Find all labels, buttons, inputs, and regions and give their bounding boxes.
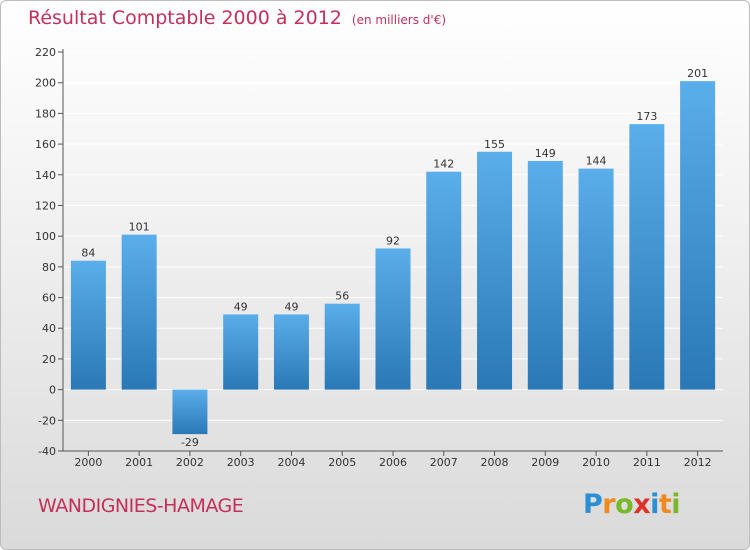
title-main: Résultat Comptable 2000 à 2012 — [28, 7, 342, 29]
proxiti-logo: Proxiti — [583, 489, 681, 520]
data-label: 201 — [687, 67, 708, 80]
x-axis-labels: 2000 2001 2002 2003 2004 2005 2006 2007 2008 2009… — [74, 451, 712, 469]
data-label: 101 — [129, 221, 150, 234]
data-label: 84 — [81, 247, 95, 260]
y-tick-label: -40 — [38, 445, 56, 458]
data-label: -29 — [181, 436, 199, 449]
x-tick-label: 2006 — [379, 456, 407, 469]
bar — [273, 314, 309, 390]
x-tick-label: 2002 — [176, 456, 204, 469]
logo-letter: i — [671, 489, 681, 520]
x-tick-label: 2010 — [582, 456, 610, 469]
x-tick-label: 2008 — [481, 456, 509, 469]
logo-letter: P — [583, 489, 603, 520]
logo-letter: x — [633, 489, 651, 520]
logo-letter: o — [615, 489, 634, 520]
bar — [477, 151, 513, 390]
data-label: 173 — [636, 110, 657, 123]
y-tick-label: 160 — [35, 138, 56, 151]
x-tick-label: 2012 — [684, 456, 712, 469]
y-tick-label: 80 — [42, 261, 56, 274]
data-labels: 84 101 -29 49 49 56 92 142 155 149 144 173 201 — [81, 67, 708, 449]
data-label: 92 — [386, 234, 400, 247]
x-tick-label: 2001 — [125, 456, 153, 469]
bar — [527, 160, 563, 390]
y-tick-label: 20 — [42, 353, 56, 366]
x-tick-label: 2000 — [74, 456, 102, 469]
logo-letter: t — [658, 489, 672, 520]
y-tick-label: 220 — [35, 46, 56, 59]
bar — [578, 168, 614, 390]
y-tick-label: 60 — [42, 292, 56, 305]
bar — [680, 81, 716, 390]
data-label: 56 — [335, 290, 349, 303]
x-tick-label: 2009 — [531, 456, 559, 469]
bar — [375, 248, 411, 390]
y-tick-label: 180 — [35, 107, 56, 120]
data-label: 155 — [484, 138, 505, 151]
bars — [70, 81, 716, 435]
y-tick-label: 100 — [35, 230, 56, 243]
bar — [70, 260, 106, 390]
x-tick-label: 2003 — [227, 456, 255, 469]
y-tick-label: 120 — [35, 199, 56, 212]
y-axis-labels: -40 -20 0 20 40 60 80 100 120 140 160 180 200 220 — [35, 46, 56, 458]
y-tick-label: 40 — [42, 322, 56, 335]
x-tick-label: 2007 — [430, 456, 458, 469]
bar — [426, 171, 462, 390]
logo-letter: i — [650, 489, 659, 520]
bar — [629, 124, 665, 390]
x-tick-label: 2005 — [328, 456, 356, 469]
commune-name: WANDIGNIES-HAMAGE — [38, 495, 244, 517]
y-tick-label: 0 — [49, 384, 56, 397]
y-tick-label: 140 — [35, 169, 56, 182]
chart-title: Résultat Comptable 2000 à 2012 (en millie… — [28, 7, 446, 29]
data-label: 142 — [433, 158, 454, 171]
data-label: 144 — [586, 155, 607, 168]
bar — [121, 234, 157, 390]
logo-letter: r — [602, 489, 616, 520]
data-label: 49 — [234, 300, 248, 313]
bar — [172, 389, 208, 435]
bar — [324, 303, 360, 390]
data-label: 49 — [284, 300, 298, 313]
data-label: 149 — [535, 147, 556, 160]
title-unit: (en milliers d'€) — [351, 13, 447, 27]
x-tick-label: 2004 — [277, 456, 305, 469]
x-tick-label: 2011 — [633, 456, 661, 469]
bar — [223, 314, 259, 390]
y-tick-label: -20 — [38, 414, 56, 427]
y-tick-label: 200 — [35, 77, 56, 90]
